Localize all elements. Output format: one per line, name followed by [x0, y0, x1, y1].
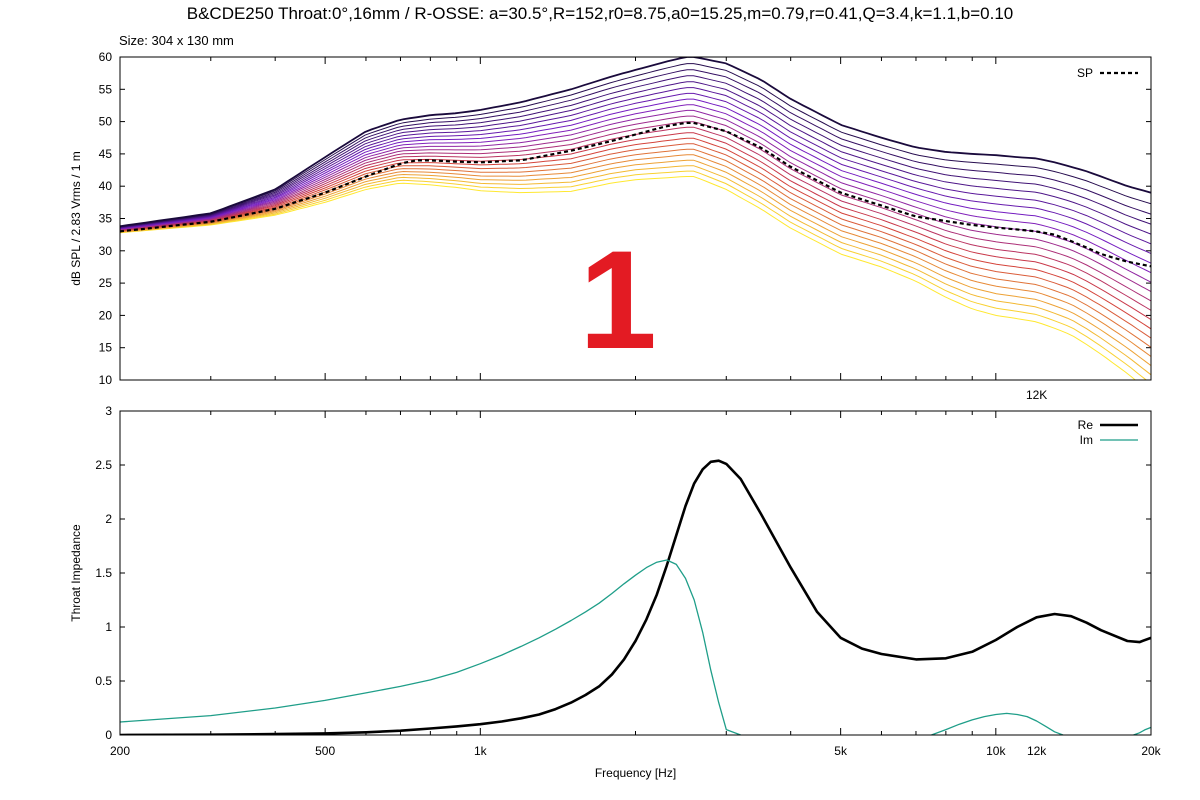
- y-tick-label: 1.5: [95, 566, 112, 580]
- response-curve: [120, 92, 1151, 255]
- y-tick-label: 20: [99, 308, 113, 322]
- response-curve: [120, 109, 1151, 283]
- y-tick-label: 2: [105, 512, 112, 526]
- y-tick-label: 40: [99, 179, 113, 193]
- y-tick-label: 0.5: [95, 674, 112, 688]
- x-tick-label: 5k: [834, 744, 848, 758]
- response-curve: [120, 75, 1151, 228]
- response-curve: [120, 137, 1151, 330]
- response-curve: [120, 143, 1151, 339]
- y-tick-label: 50: [99, 115, 113, 129]
- im-series-line: [1133, 726, 1151, 735]
- annotation-label: 12K: [1026, 388, 1047, 402]
- x-tick-label: 10k: [986, 744, 1006, 758]
- response-curve: [120, 165, 1151, 376]
- response-curve: [120, 176, 1137, 380]
- x-axis-label: Frequency [Hz]: [595, 766, 676, 780]
- legend-label: SP: [1077, 66, 1093, 80]
- im-series-line: [931, 712, 1064, 735]
- response-curve: [120, 81, 1151, 235]
- y-tick-label: 2.5: [95, 458, 112, 472]
- legend-label: Im: [1080, 433, 1093, 447]
- re-series-line: [120, 459, 1151, 735]
- response-curve: [120, 132, 1151, 321]
- response-curve: [120, 63, 1151, 228]
- response-curve: [120, 57, 1151, 228]
- response-curve: [120, 87, 1151, 245]
- response-curve: [120, 148, 1151, 348]
- chart-subtitle: Size: 304 x 130 mm: [119, 33, 234, 48]
- x-tick-label: 1k: [474, 744, 488, 758]
- y-tick-label: 55: [99, 82, 113, 96]
- x-tick-label: 200: [110, 744, 130, 758]
- y-axis-label: Throat Impedance: [69, 524, 83, 622]
- y-tick-label: 3: [105, 404, 112, 418]
- im-series-line: [120, 559, 741, 735]
- y-tick-label: 10: [99, 373, 113, 387]
- response-curve: [120, 121, 1151, 302]
- response-curve: [120, 154, 1151, 357]
- y-tick-label: 35: [99, 212, 113, 226]
- x-tick-label: 500: [315, 744, 335, 758]
- chart-title: B&CDE250 Throat:0°,16mm / R-OSSE: a=30.5…: [186, 4, 1014, 23]
- response-curve: [120, 115, 1151, 293]
- big-label: 1: [579, 221, 657, 378]
- sp-series-line: [120, 121, 1151, 268]
- response-curve: [120, 170, 1148, 380]
- plot-frame: [119, 410, 1152, 736]
- y-tick-label: 45: [99, 147, 113, 161]
- y-tick-label: 30: [99, 244, 113, 258]
- y-tick-label: 60: [99, 50, 113, 64]
- y-axis-label: dB SPL / 2.83 Vrms / 1 m: [69, 151, 83, 286]
- legend-label: Re: [1078, 418, 1094, 432]
- impedance-chart: 0 0.5 1 1.5 2 2.5 3 200 500 1k 5k 10k 12k 20k Throat I…: [69, 404, 1162, 780]
- response-curve: [120, 104, 1151, 274]
- impedance-plot-area: [120, 459, 1151, 735]
- plot-frame: [119, 56, 1152, 381]
- spl-chart: 10 15 20 25 30 35 40 45 50 55 60 12K dB SPL / 2.83 V…: [69, 50, 1152, 402]
- x-tick-label: 12k: [1027, 744, 1047, 758]
- response-curve: [120, 69, 1151, 228]
- response-curve: [120, 159, 1151, 367]
- spl-plot-area: [120, 57, 1151, 380]
- response-curve: [120, 98, 1151, 264]
- x-tick-label: 20k: [1141, 744, 1161, 758]
- y-tick-label: 25: [99, 276, 113, 290]
- y-tick-label: 15: [99, 341, 113, 355]
- y-tick-label: 1: [105, 620, 112, 634]
- y-tick-label: 0: [105, 728, 112, 742]
